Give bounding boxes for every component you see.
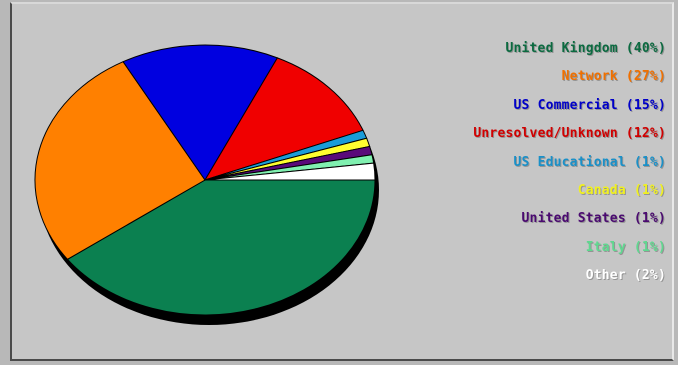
pie-slice-united-kingdom — [66, 179, 376, 316]
pie-slices — [34, 44, 376, 316]
legend-item-united-kingdom: United Kingdom (40%) — [505, 41, 666, 56]
legend-item-italy: Italy (1%) — [585, 239, 666, 255]
legend-item-canada: Canada (1%) — [577, 183, 666, 199]
pie-slice-us-commercial — [122, 44, 279, 181]
legend-item-us-educational: US Educational (1%) — [513, 154, 666, 170]
pie-slice-network — [34, 61, 206, 260]
legend-item-network: Network (27%) — [561, 69, 666, 85]
legend-item-united-states: United States (1%) — [521, 211, 666, 227]
pie-slice-other — [204, 162, 376, 181]
legend-item-us-commercial: US Commercial (15%) — [513, 97, 666, 113]
legend-item-other: Other (2%) — [585, 268, 666, 284]
legend-item-unresolved-unknown: Unresolved/Unknown (12%) — [473, 126, 666, 142]
legend: United Kingdom (40%) Network (27%) US Co… — [406, 35, 666, 291]
pie-slice-unresolved-unknown — [203, 57, 364, 181]
